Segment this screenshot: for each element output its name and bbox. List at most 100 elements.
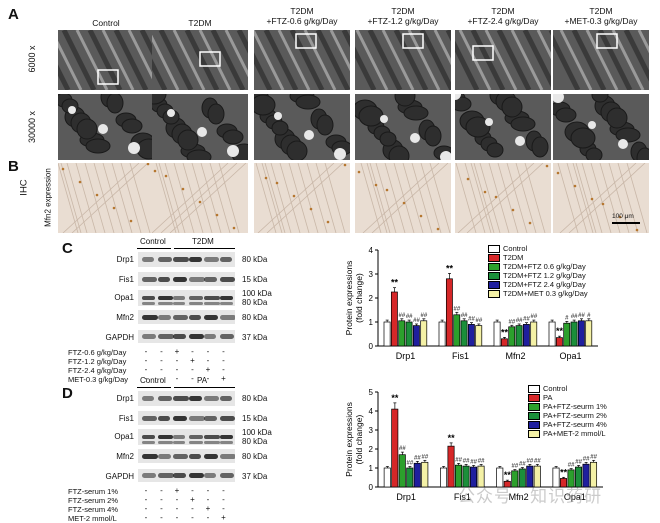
x-category-label: Fis1 [454,492,471,502]
em-image-6000x [553,30,649,90]
blot-treatment-sign: + [221,374,226,383]
column-label-line1: T2DM [491,6,515,16]
column-label: T2DM [148,18,252,28]
blot-band [157,453,171,459]
blot-band [157,276,170,282]
blot-band [157,415,170,421]
blot-treatment-sign: - [222,486,225,495]
blot-group-left: Control [140,376,166,385]
blot-treatment-sign: - [160,513,163,522]
blot-band [173,415,187,421]
significance-label: ## [590,454,597,460]
blot-kda-label: 80 kDa [242,298,268,307]
blot-band [219,435,233,439]
blot-band [204,473,216,478]
blot-band [219,441,233,444]
blot-band [188,276,205,282]
blot-band [204,276,217,282]
y-tick-label: 5 [369,388,374,397]
significance-label: ## [523,317,530,323]
row-label-ihc: IHC [18,179,30,196]
blot-treatment-label: FTZ-serum 1% [68,487,119,496]
blot-band [188,257,202,262]
blot-treatment-sign: - [191,374,194,383]
blot-band [142,276,157,282]
em-image-6000x [152,30,248,90]
blot-treatment-sign: - [160,374,163,383]
y-tick-label: 4 [369,246,374,255]
blot-treatment-sign: - [191,347,194,356]
blot-band [204,441,220,444]
blot-treatment-sign: - [175,495,179,504]
watermark: 公众号 · 知识药研 [458,487,603,506]
blot-band [188,314,201,320]
blot-treatment-label: FTZ-1.2 g/kg/Day [68,357,127,366]
blot-treatment-label: FTZ-serum 2% [68,496,119,505]
blot-band [188,334,204,339]
blot-band [142,473,156,478]
legend-label: T2DM+MET 0.3 g/kg/Day [503,289,588,299]
blot-strip [138,252,235,267]
x-category-label: Opa1 [564,492,586,502]
x-category-label: Drp1 [396,351,416,361]
legend-label: T2DM [503,253,524,263]
em-image-30000x [152,94,248,160]
bar [383,321,391,347]
y-tick-label: 0 [369,342,374,351]
blot-group-line-right [174,248,235,249]
significance-label: ## [468,317,475,323]
blot-treatment-sign: + [174,347,180,356]
panel-letter-a: A [8,6,19,23]
legend-label: Control [503,244,528,253]
legend-item: PA+FTZ-seurm 1% [528,402,607,412]
blot-kda-label: 37 kDa [242,333,268,342]
significance-label: ## [519,462,526,468]
blot-band [219,334,234,339]
blot-group-line-left [137,387,171,388]
blot-kda-label: 80 kDa [242,255,268,264]
blot-band [157,396,172,401]
em-image-30000x [355,94,451,160]
bar [511,470,519,488]
legend-label: PA+MET-2 mmol/L [543,429,606,439]
bar [585,320,593,347]
blot-treatment-sign: - [160,347,163,356]
significance-label: ## [508,319,515,325]
legend-item: PA+FTZ-seurm 4% [528,420,607,430]
em-image-30000x [553,94,649,160]
legend-swatch [528,385,540,394]
blot-treatment-sign: + [205,504,211,513]
legend-swatch [528,394,540,403]
ihc-image [553,162,649,234]
blot-treatment-sign: + [221,513,226,522]
blot-band [142,334,156,339]
blot-treatment-sign: - [160,365,163,374]
blot-treatment-sign: - [206,513,210,522]
blot-treatment-sign: - [191,365,194,374]
y-axis-label: Protein expressions(fold change) [344,261,364,336]
blot-band [157,473,174,478]
blot-band [142,396,154,401]
blot-treatment-sign: - [222,356,225,365]
x-category-label: Mfn2 [509,492,529,502]
significance-label: ## [516,318,523,324]
blot-band [204,334,216,339]
blot-treatment-sign: - [175,504,179,513]
bar [440,467,448,488]
legend-label: Control [543,384,568,393]
significance-label: ** [448,433,456,443]
column-label-line1: T2DM [589,6,613,16]
column-label: T2DM +FTZ-2.4 g/kg/Day [451,6,555,26]
legend-swatch [488,254,500,263]
bar [398,454,406,488]
blot-kda-label: 80 kDa [242,394,268,403]
legend-swatch [488,272,500,281]
blot-treatment-sign: - [206,486,210,495]
significance-label: ## [422,454,429,460]
bar [555,337,563,347]
blot-strip [138,449,235,463]
significance-label: ## [475,318,482,324]
blot-treatment-sign: - [191,513,194,522]
significance-label: ** [504,470,512,480]
bar [390,291,398,347]
